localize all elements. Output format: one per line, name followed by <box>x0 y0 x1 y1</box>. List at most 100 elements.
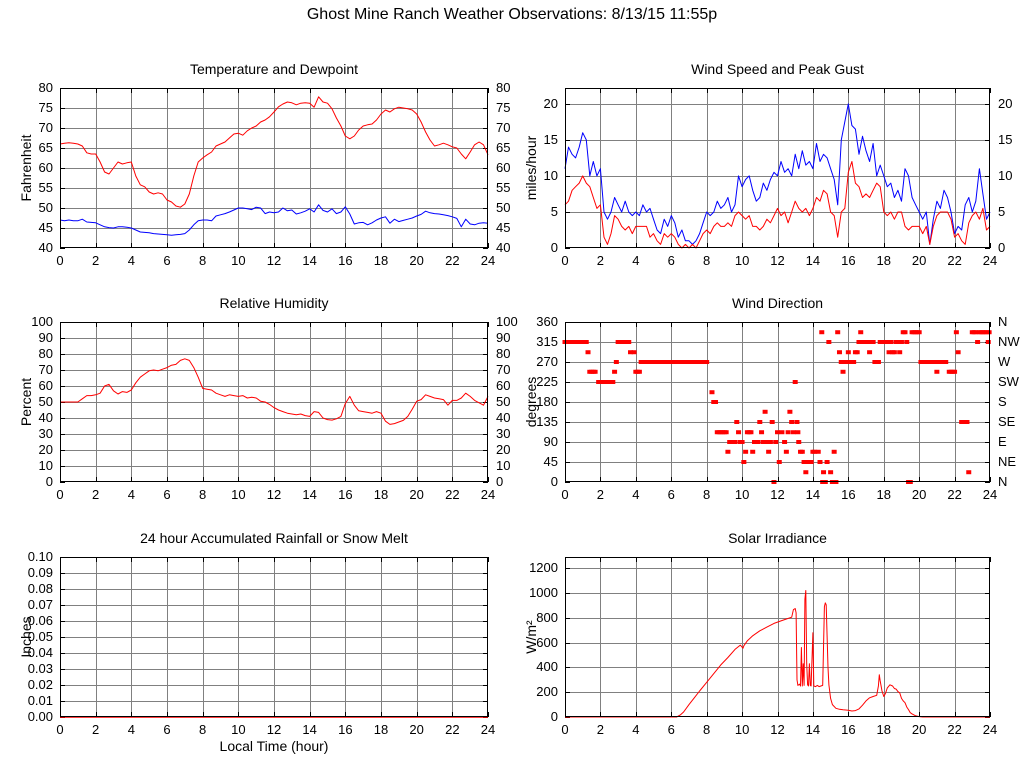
x-tick-label: 24 <box>982 253 998 268</box>
right-tick-label: 15 <box>998 131 1013 147</box>
right-tick-label: N <box>998 474 1008 489</box>
right-tick-label: W <box>998 354 1011 369</box>
right-tick-label: 40 <box>496 240 511 255</box>
axis-ticks <box>565 88 991 249</box>
y-tick-label: 40 <box>38 410 53 425</box>
x-tick-label: 0 <box>56 253 64 268</box>
x-tick-label: 18 <box>373 487 389 502</box>
y-tick-label: 80 <box>38 346 53 361</box>
temperature-line <box>59 96 489 208</box>
x-tick-label: 20 <box>911 253 927 268</box>
x-tick-label: 10 <box>231 722 246 737</box>
y-tick-label: 0.03 <box>27 661 53 676</box>
relative-humidity-plot <box>60 322 489 483</box>
grid-lines <box>565 557 990 717</box>
x-tick-label: 0 <box>561 487 569 502</box>
right-tick-label: 45 <box>496 220 511 235</box>
x-tick-label: 4 <box>632 722 640 737</box>
x-tick-label: 14 <box>805 253 821 268</box>
x-tick-label: 18 <box>876 253 891 268</box>
relative-humidity-line <box>60 358 489 425</box>
x-tick-label: 24 <box>982 487 998 502</box>
y-tick-label: 180 <box>536 394 558 409</box>
grid-lines <box>565 322 990 482</box>
plot-frame <box>60 88 488 248</box>
y-tick-label: 225 <box>536 374 558 389</box>
right-tick-label: E <box>998 434 1007 449</box>
x-tick-label: 4 <box>632 487 640 502</box>
y-tick-label: 60 <box>38 378 53 393</box>
chart-title: Solar Irradiance <box>728 530 827 546</box>
x-tick-label: 22 <box>445 722 460 737</box>
rainfall-plot <box>60 557 489 718</box>
right-tick-label: S <box>998 394 1007 409</box>
right-tick-label: 10 <box>496 458 511 473</box>
plot-frame <box>565 557 990 717</box>
x-axis-title: Local Time (hour) <box>219 738 329 754</box>
chart-title: Wind Speed and Peak Gust <box>691 61 864 77</box>
x-tick-label: 16 <box>338 253 353 268</box>
x-tick-label: 12 <box>770 722 785 737</box>
right-tick-label: 0 <box>998 240 1006 255</box>
y-tick-label: 0.04 <box>27 645 53 660</box>
y-tick-label: 0.07 <box>27 597 53 612</box>
x-tick-label: 8 <box>199 487 207 502</box>
grid-lines <box>60 322 488 482</box>
right-tick-label: N <box>998 314 1008 329</box>
x-tick-label: 16 <box>338 487 353 502</box>
x-tick-label: 14 <box>302 253 317 268</box>
y-tick-label: 20 <box>543 95 558 111</box>
x-tick-label: 22 <box>445 253 460 268</box>
x-tick-label: 6 <box>163 487 171 502</box>
y-tick-label: 60 <box>38 160 53 175</box>
y-tick-label: 400 <box>536 659 558 675</box>
x-tick-label: 20 <box>409 487 424 502</box>
x-tick-label: 12 <box>266 487 282 502</box>
right-tick-label: 5 <box>998 203 1006 219</box>
y-tick-label: 1000 <box>529 584 558 600</box>
x-tick-label: 8 <box>703 487 711 502</box>
right-tick-label: 65 <box>496 140 511 155</box>
y-tick-label: 0.10 <box>27 549 53 564</box>
x-tick-label: 18 <box>373 722 389 737</box>
chart-title: Wind Direction <box>731 295 824 311</box>
y-tick-label: 0.09 <box>27 565 53 580</box>
wind-speed-gust-plot <box>564 88 991 249</box>
right-tick-label: 30 <box>496 426 511 441</box>
y-tick-label: 0.01 <box>27 693 53 708</box>
x-tick-label: 24 <box>480 253 496 268</box>
right-tick-label: 75 <box>496 100 511 115</box>
plot-frame <box>565 88 990 248</box>
x-tick-label: 16 <box>841 487 856 502</box>
y-tick-label: 0.06 <box>27 613 53 628</box>
x-tick-label: 0 <box>561 253 569 268</box>
y-tick-label: 70 <box>38 120 53 135</box>
right-tick-label: 10 <box>998 167 1013 183</box>
x-tick-label: 6 <box>163 722 171 737</box>
right-tick-label: 70 <box>496 120 511 135</box>
x-tick-label: 10 <box>231 487 246 502</box>
x-tick-label: 12 <box>266 253 282 268</box>
x-tick-label: 24 <box>982 722 998 737</box>
x-tick-label: 2 <box>92 722 100 737</box>
y-tick-label: 70 <box>38 362 53 377</box>
y-tick-label: 0.08 <box>27 581 53 596</box>
peak-gust-line <box>564 103 991 245</box>
plot-frame <box>565 322 990 482</box>
right-tick-label: 50 <box>496 394 511 409</box>
x-tick-label: 8 <box>199 253 207 268</box>
right-tick-label: SW <box>998 374 1019 389</box>
x-tick-label: 22 <box>947 722 962 737</box>
y-tick-label: 0 <box>550 474 558 489</box>
right-tick-label: 90 <box>496 330 511 345</box>
x-tick-label: 20 <box>409 722 424 737</box>
y-tick-label: 0.05 <box>27 629 53 644</box>
y-tick-label: 90 <box>543 434 558 449</box>
axis-ticks <box>565 557 991 718</box>
chart-title: Temperature and Dewpoint <box>189 61 359 77</box>
y-tick-label: 90 <box>38 330 53 345</box>
temperature-dewpoint-plot <box>59 88 489 249</box>
x-tick-label: 4 <box>127 722 135 737</box>
x-tick-label: 14 <box>302 487 317 502</box>
